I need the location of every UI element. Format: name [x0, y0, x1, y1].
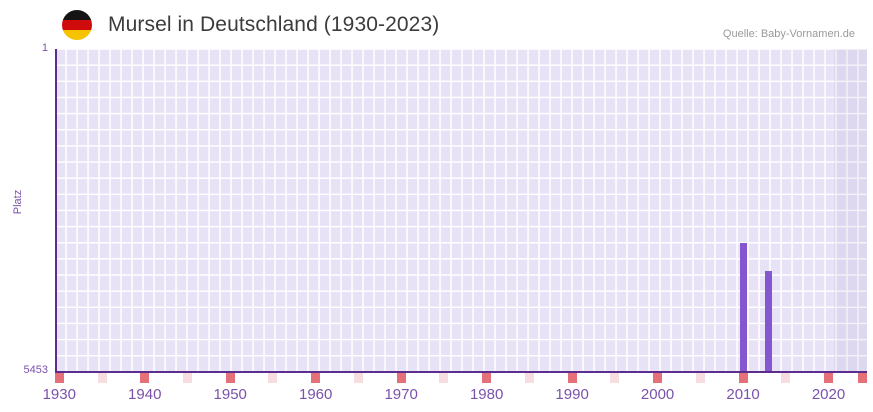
chart-gridlines [55, 49, 867, 372]
x-axis-tick-minor [182, 373, 192, 383]
y-axis-tick-bottom: 5453 [23, 364, 48, 376]
x-axis-tick-major [140, 373, 150, 383]
x-axis-tick-minor [439, 373, 449, 383]
x-axis-line [55, 371, 867, 373]
x-axis-tick-minor [353, 373, 363, 383]
x-axis-tick-major [858, 373, 868, 383]
x-axis-tick-major [567, 373, 577, 383]
x-axis-tick-major [653, 373, 663, 383]
x-axis-tick-label: 1950 [213, 386, 247, 403]
x-axis-tick-label: 2000 [640, 386, 675, 403]
x-axis-tick-minor [268, 373, 278, 383]
page-title: Mursel in Deutschland (1930-2023) [108, 13, 440, 36]
chart-bar [765, 270, 773, 372]
x-axis-tick-label: 2020 [811, 386, 846, 403]
x-axis-tick-major [738, 373, 748, 383]
x-axis-tick-label: 1930 [42, 386, 76, 403]
y-axis-tick-top: 1 [41, 42, 48, 54]
x-axis-tick-major [311, 373, 321, 383]
x-axis-tick-major [824, 373, 834, 383]
chart-plot-area [55, 49, 867, 372]
x-axis-tick-minor [610, 373, 620, 383]
x-axis-tick-label: 1980 [469, 386, 504, 403]
source-attribution: Quelle: Baby-Vornamen.de [722, 28, 855, 40]
x-axis-tick-label: 1970 [384, 386, 418, 403]
chart-header: Mursel in Deutschland (1930-2023) Quelle… [0, 0, 873, 49]
y-axis-title: Platz [12, 189, 24, 215]
x-axis-tick-minor [781, 373, 791, 383]
x-axis-tick-major [482, 373, 492, 383]
x-axis-tick-label: 1960 [299, 386, 333, 403]
german-flag-icon [62, 10, 92, 40]
x-axis-tick-major [396, 373, 406, 383]
x-axis-tick-label: 1940 [128, 386, 162, 403]
x-axis-tick-major [54, 373, 64, 383]
x-axis-tick-major [225, 373, 235, 383]
x-axis-tick-label: 2010 [726, 386, 760, 403]
x-axis-tick-minor [524, 373, 534, 383]
y-axis-line [55, 49, 57, 373]
chart-bar [739, 242, 747, 372]
x-axis-tick-label: 1990 [555, 386, 589, 403]
x-axis-tick-minor [97, 373, 107, 383]
x-axis-tick-minor [695, 373, 705, 383]
